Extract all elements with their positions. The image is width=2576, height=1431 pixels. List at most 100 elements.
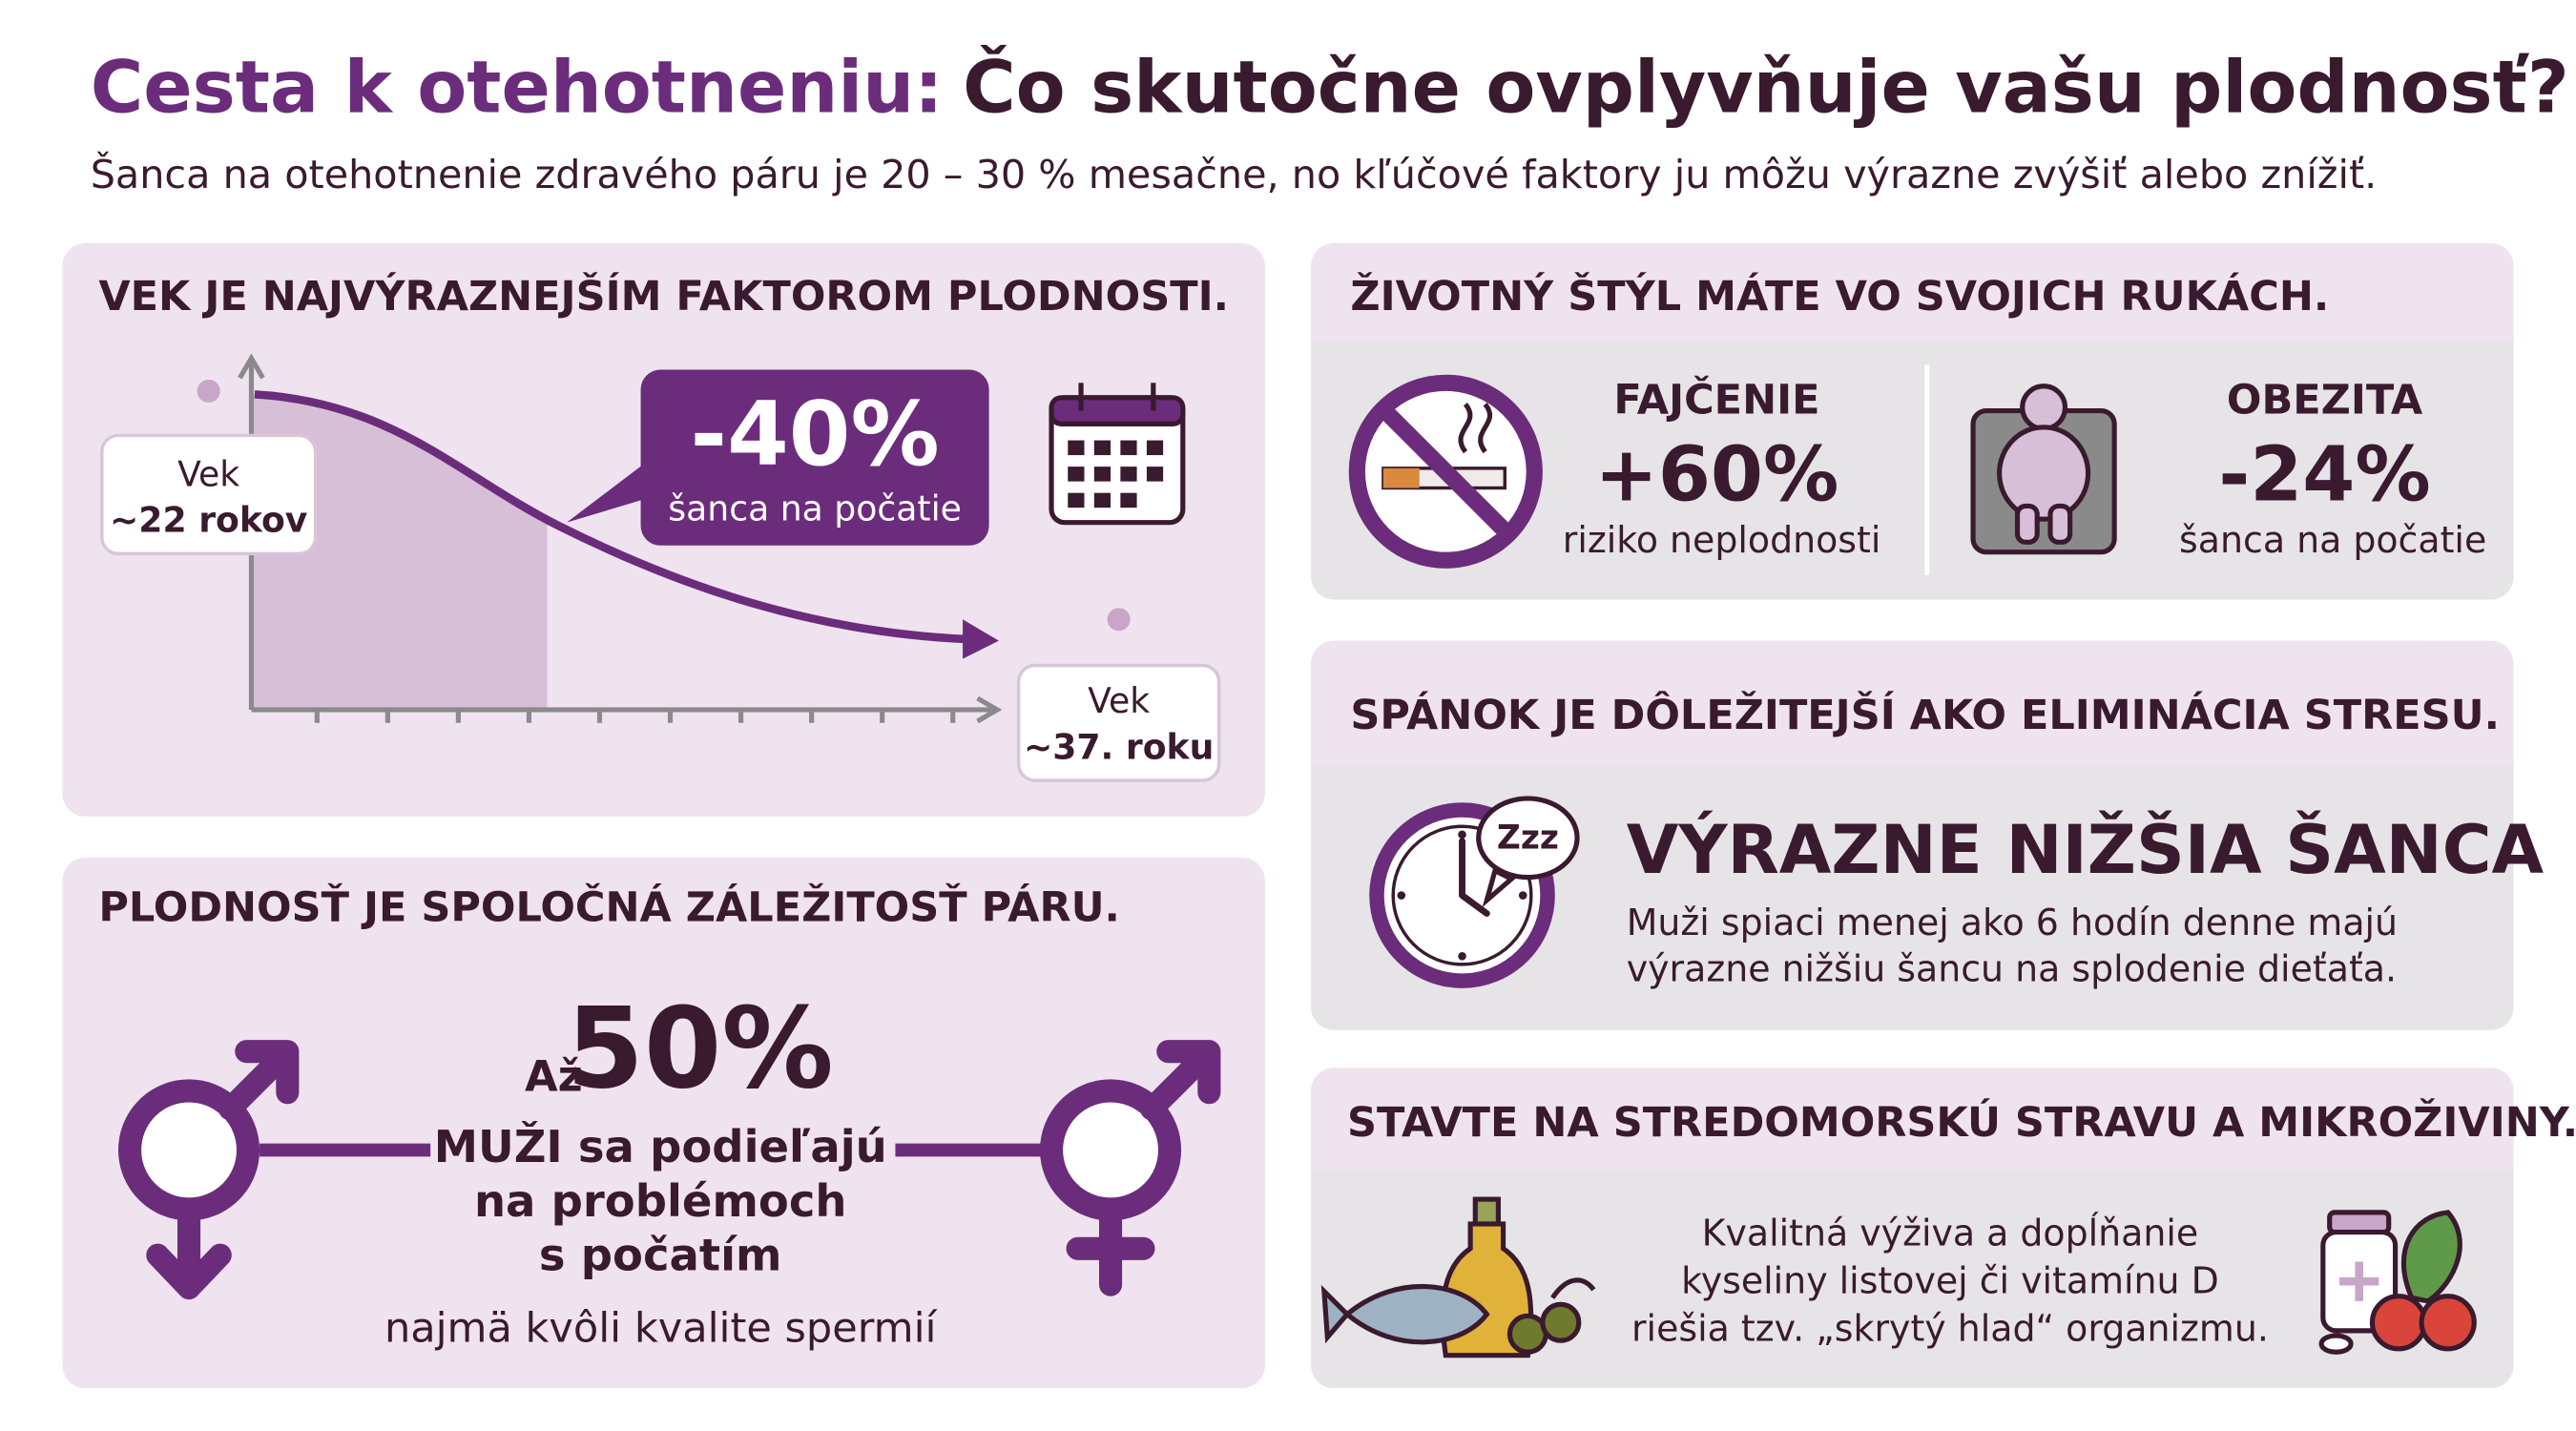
supplement-icon bbox=[2318, 1210, 2477, 1355]
icon-part bbox=[1049, 395, 1186, 426]
panel-band bbox=[1311, 242, 2514, 342]
big-value: 50% bbox=[566, 984, 833, 1114]
panel-band bbox=[1311, 640, 2514, 764]
area bbox=[251, 394, 548, 710]
sleep-title: VÝRAZNE NIŽŠIA ŠANCA bbox=[1627, 809, 2545, 889]
ticks bbox=[314, 709, 956, 723]
icon-part bbox=[1066, 1197, 1155, 1296]
curve bbox=[254, 390, 966, 644]
text-line: Muži spiaci menej ako 6 hodín denne majú bbox=[1627, 902, 2398, 944]
title-rest: Čo skutočne ovplyvňuje vašu plodnosť? bbox=[963, 44, 2569, 130]
icon-part bbox=[1348, 374, 1543, 569]
gender-symbol bbox=[1039, 1040, 1221, 1296]
label: ~22 rokov bbox=[110, 500, 308, 541]
icon-part bbox=[1068, 440, 1164, 508]
icon-part bbox=[1459, 838, 1490, 917]
icon-part bbox=[1458, 830, 1466, 840]
text-line: na problémoch bbox=[474, 1175, 847, 1227]
text-line: kyseliny listovej či vitamínu D bbox=[1681, 1259, 2219, 1301]
icon-part bbox=[1140, 1040, 1221, 1121]
label: Vek bbox=[1088, 680, 1150, 721]
factor-text: riziko neplodnosti bbox=[1563, 519, 1881, 561]
text-line: MUŽI sa podieľajú bbox=[434, 1121, 887, 1172]
icon-text: Zzz bbox=[1497, 819, 1559, 858]
label: Vek bbox=[177, 453, 239, 494]
icon-part bbox=[1540, 1301, 1582, 1343]
icon-part bbox=[1320, 1284, 1351, 1344]
panel-band bbox=[1311, 1068, 2514, 1171]
label-box bbox=[1016, 663, 1221, 782]
icon-part bbox=[2318, 1333, 2354, 1355]
text-line: riešia tzv. „skrytý hlad“ organizmu. bbox=[1631, 1307, 2269, 1349]
icon-part bbox=[1093, 492, 1111, 508]
icon-part bbox=[1997, 425, 2091, 522]
text-line: výrazne nižšiu šancu na splodenie dieťať… bbox=[1627, 947, 2397, 989]
factor-text: šanca na počatie bbox=[2179, 519, 2486, 561]
icon-part bbox=[1397, 891, 1406, 900]
panel-heading: VEK JE NAJVÝRAZNEJŠÍM FAKTOROM PLODNOSTI… bbox=[98, 272, 1229, 321]
icon-part bbox=[146, 1197, 232, 1300]
text-line: s počatím bbox=[539, 1230, 782, 1281]
icon-part bbox=[2419, 1294, 2477, 1352]
no-smoking-icon bbox=[1348, 374, 1543, 569]
scale-icon bbox=[1970, 384, 2117, 555]
factor-title: FAJČENIE bbox=[1613, 375, 1819, 424]
label: ~37. roku bbox=[1024, 726, 1214, 767]
icon-part bbox=[1120, 440, 1137, 456]
panel-heading: ŽIVOTNÝ ŠTÝL MÁTE VO SVOJICH RUKÁCH. bbox=[1350, 272, 2329, 321]
icon-part bbox=[1382, 467, 1420, 488]
icon-part bbox=[1458, 403, 1493, 454]
icon-part bbox=[1120, 467, 1137, 482]
callout-value: -40% bbox=[691, 383, 940, 486]
icon-part bbox=[2020, 384, 2068, 432]
callout-pointer bbox=[567, 460, 666, 523]
clock-icon bbox=[1369, 796, 1580, 988]
icon-part bbox=[1342, 1284, 1490, 1345]
icon-part bbox=[1397, 830, 1527, 961]
callout bbox=[640, 369, 989, 546]
icon-part bbox=[1476, 796, 1580, 881]
text-line: Kvalitná výživa a dopĺňanie bbox=[1702, 1212, 2199, 1254]
icon-part bbox=[2400, 1210, 2462, 1304]
icon-part bbox=[1518, 891, 1527, 900]
panel-heading: STAVTE NA STREDOMORSKÚ STRAVU A MIKROŽIV… bbox=[1347, 1098, 2576, 1147]
dot bbox=[1107, 608, 1131, 632]
icon-part bbox=[2327, 1210, 2392, 1235]
prefix: Až bbox=[525, 1050, 583, 1101]
panel-heading: PLODNOSŤ JE SPOLOČNÁ ZÁLEŽITOSŤ PÁRU. bbox=[98, 883, 1120, 932]
title-accent: Cesta k otehotneniu: bbox=[91, 46, 944, 130]
food-icon bbox=[1320, 1196, 1596, 1358]
dot bbox=[197, 379, 220, 403]
note: najmä kvôli kvalite spermií bbox=[384, 1304, 939, 1352]
icon-part bbox=[1391, 824, 1533, 966]
icon-part bbox=[2047, 503, 2073, 545]
icon-part bbox=[2014, 503, 2040, 545]
factor-value: +60% bbox=[1594, 429, 1839, 518]
label-box bbox=[100, 433, 318, 556]
factor-title: OBEZITA bbox=[2227, 376, 2423, 424]
calendar-icon bbox=[1049, 383, 1186, 526]
icon-part bbox=[1093, 440, 1111, 456]
icon-part bbox=[1093, 467, 1111, 482]
icon-part bbox=[1068, 440, 1085, 456]
callout-text: šanca na počatie bbox=[668, 488, 962, 529]
panel-heading: SPÁNOK JE DÔLEŽITEJŠÍ AKO ELIMINÁCIA STR… bbox=[1350, 691, 2500, 739]
icon-part bbox=[1472, 1196, 1501, 1227]
icon-part bbox=[1146, 440, 1164, 456]
icon-part bbox=[1068, 492, 1085, 508]
arrowhead bbox=[963, 619, 999, 659]
icon-part bbox=[218, 1040, 300, 1121]
icon-part bbox=[1068, 467, 1085, 482]
icon-part bbox=[2369, 1294, 2428, 1352]
gender-symbol bbox=[117, 1040, 300, 1300]
icon-part bbox=[1550, 1277, 1596, 1299]
title: Cesta k otehotneniu: Čo skutočne ovplyvňu… bbox=[91, 44, 2569, 130]
factor-value: -24% bbox=[2218, 429, 2430, 518]
icon-part bbox=[1458, 951, 1466, 961]
icon-part bbox=[1146, 467, 1164, 482]
icon-part bbox=[1120, 492, 1137, 508]
icon-part bbox=[2339, 1261, 2379, 1301]
